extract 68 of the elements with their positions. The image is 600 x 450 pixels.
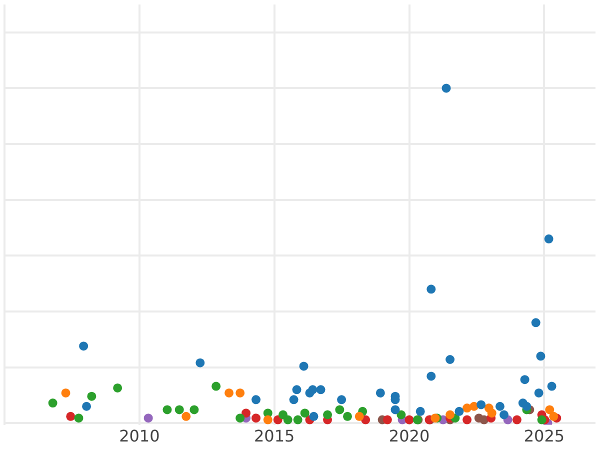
point: [544, 234, 554, 244]
point: [283, 415, 292, 424]
point: [396, 410, 406, 420]
point: [263, 415, 272, 424]
point: [549, 412, 558, 421]
point: [426, 372, 436, 381]
point: [300, 408, 310, 418]
point: [495, 402, 504, 411]
point: [309, 412, 318, 421]
point: [82, 402, 92, 411]
point: [390, 405, 400, 414]
point: [462, 415, 472, 424]
point: [323, 410, 332, 420]
point: [531, 318, 540, 328]
point: [289, 395, 298, 404]
point: [74, 414, 84, 423]
point: [293, 415, 302, 424]
point: [454, 406, 464, 416]
point: [236, 388, 245, 398]
point: [308, 385, 318, 394]
point: [382, 415, 392, 424]
point: [212, 382, 221, 391]
x-tick-label: 2020: [388, 426, 430, 446]
point: [500, 410, 509, 420]
point: [416, 406, 425, 416]
point: [252, 414, 261, 423]
point: [316, 385, 326, 394]
point: [426, 284, 436, 294]
point: [536, 352, 546, 361]
point: [404, 415, 414, 424]
point: [113, 383, 122, 392]
x-tick-label: 2010: [119, 426, 160, 446]
point: [174, 405, 184, 414]
point: [342, 412, 352, 421]
point: [79, 342, 88, 351]
point: [335, 405, 344, 414]
point: [354, 412, 364, 421]
point: [66, 412, 76, 421]
point: [144, 414, 153, 423]
point: [61, 388, 70, 398]
point: [446, 354, 455, 364]
point: [446, 410, 455, 420]
point: [162, 405, 172, 414]
point: [87, 392, 96, 401]
point: [520, 375, 530, 384]
point: [512, 415, 522, 424]
point: [299, 362, 308, 371]
point: [252, 395, 261, 404]
point: [487, 408, 496, 418]
point: [547, 382, 556, 391]
x-tick-label: 2015: [254, 426, 295, 446]
point: [545, 405, 554, 414]
point: [337, 395, 346, 404]
point: [190, 405, 199, 414]
point: [236, 414, 245, 423]
point: [182, 412, 191, 421]
point: [48, 398, 58, 408]
point: [376, 388, 385, 398]
point: [292, 385, 302, 394]
x-tick-label: 2025: [524, 426, 565, 446]
point: [196, 358, 205, 368]
point: [522, 402, 532, 411]
point: [537, 415, 546, 424]
point: [476, 400, 486, 410]
point: [534, 388, 544, 398]
point: [242, 408, 251, 418]
point: [442, 84, 451, 93]
point: [224, 388, 234, 398]
